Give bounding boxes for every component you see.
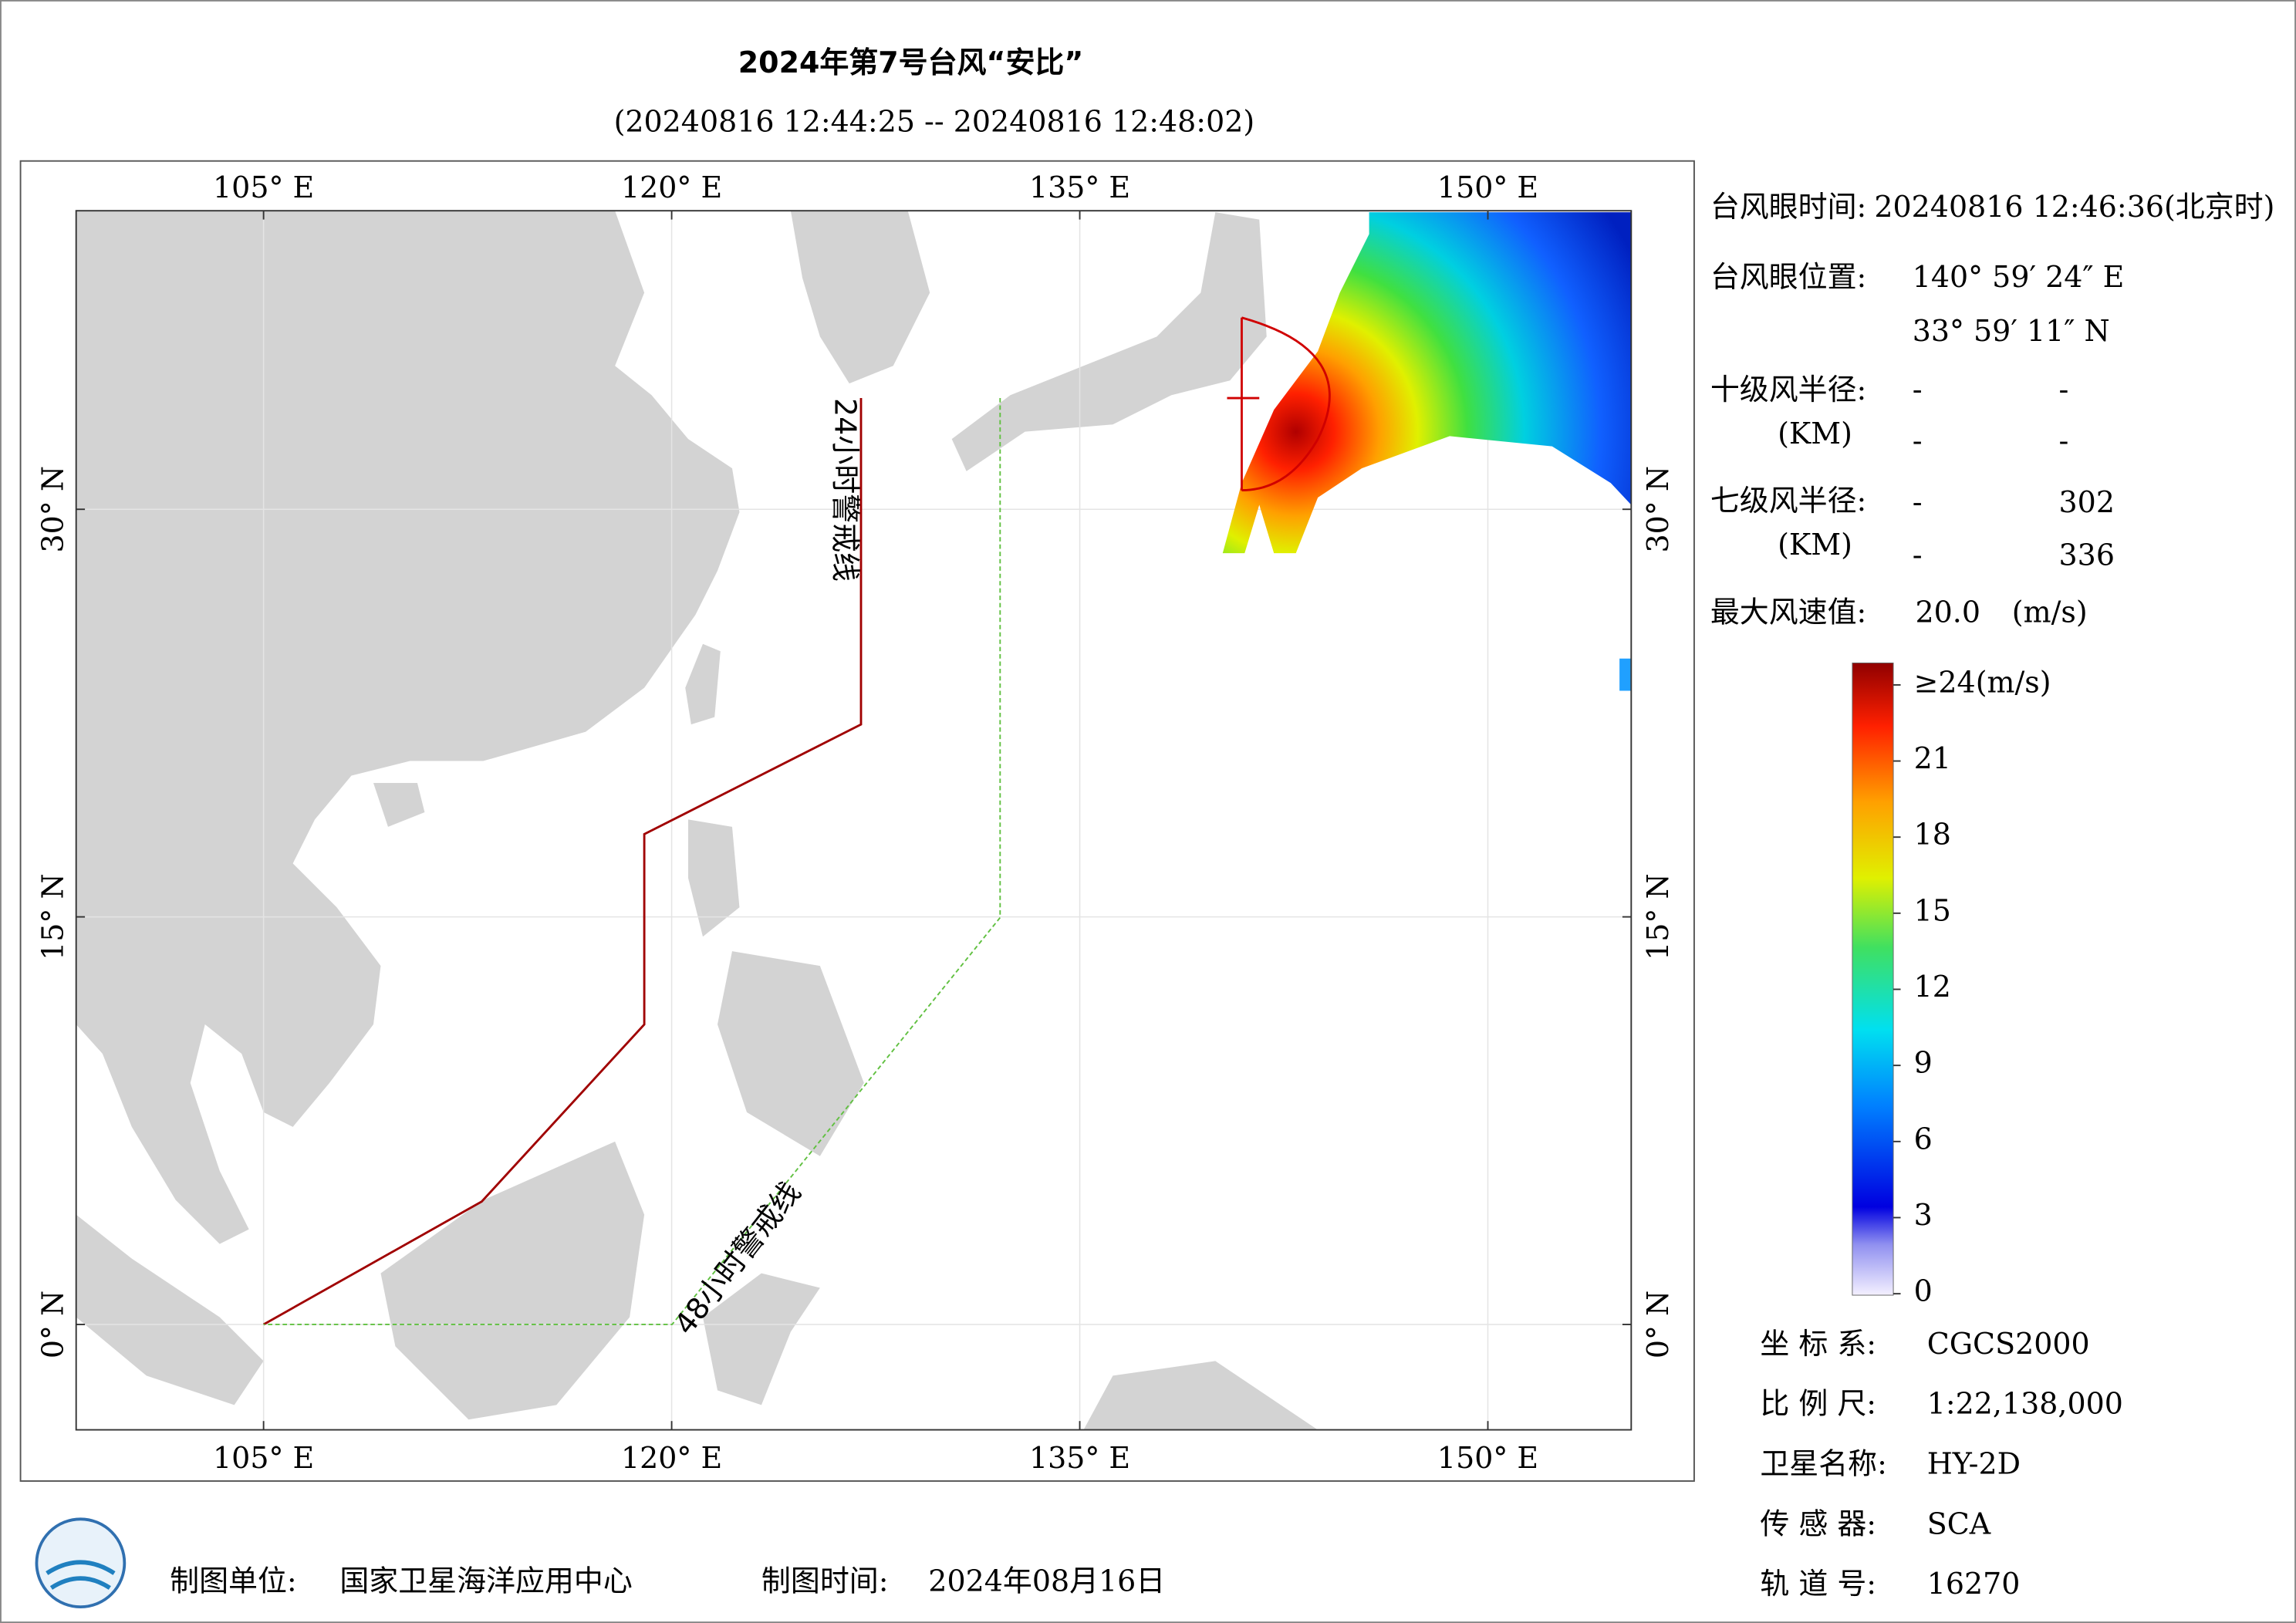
max-wind-unit: (m/s) [2012, 595, 2088, 629]
logo-waves [46, 1560, 116, 1590]
lon-tick-label: 105° E [213, 1441, 314, 1475]
lon-tick-label: 120° E [621, 170, 722, 204]
radius-7-value: 336 [2059, 538, 2115, 572]
subtitle: (20240816 12:44:25 -- 20240816 12:48:02) [614, 105, 1255, 139]
map-body: 24小时警戒线 48小时警戒线 [76, 211, 1632, 1430]
meta-label: 坐 标 系: [1760, 1327, 1876, 1361]
radius-10-unit: (KM) [1778, 417, 1852, 450]
eye-position-label: 台风眼位置: [1710, 260, 1867, 294]
meta-label: 轨 道 号: [1760, 1567, 1876, 1601]
lat-tick-label: 30° N [36, 466, 70, 552]
sumatra [76, 1214, 264, 1405]
footer-time-label: 制图时间: [761, 1564, 889, 1598]
typhoon-radius [1227, 316, 1331, 491]
colorbar-label: 0 [1914, 1274, 1933, 1308]
meta-value: HY-2D [1927, 1447, 2021, 1481]
colorbar-label: 3 [1914, 1198, 1933, 1232]
eye-time-label: 台风眼时间: [1710, 190, 1867, 224]
meta-panel: 坐 标 系: CGCS2000 比 例 尺: 1:22,138,000 卫星名称: HY-… [1760, 1327, 2123, 1601]
radius-7-unit: (KM) [1778, 528, 1852, 562]
japan [951, 212, 1267, 471]
warning-line-48h [263, 398, 1001, 1325]
land [76, 211, 1319, 1430]
footer-time: 2024年08月16日 [928, 1564, 1165, 1598]
borneo [380, 1141, 645, 1420]
meta-value: 16270 [1927, 1567, 2021, 1601]
map-frame [19, 160, 1695, 1482]
colorbar-label: 6 [1914, 1122, 1933, 1156]
meta-label: 传 感 器: [1760, 1507, 1876, 1540]
eye-time: 20240816 12:46:36(北京时) [1874, 190, 2274, 224]
wind-field-fragment [1619, 658, 1632, 691]
title: 2024年第7号台风“安比” [738, 46, 1084, 79]
taiwan [685, 643, 721, 725]
wind-field [1222, 212, 1632, 554]
logo [35, 1517, 127, 1609]
radius-10-value: - [1913, 423, 1923, 457]
lon-tick-label: 150° E [1437, 1441, 1538, 1475]
new-guinea [1083, 1361, 1319, 1430]
lon-tick-label: 135° E [1029, 1441, 1130, 1475]
meta-label: 卫星名称: [1760, 1447, 1887, 1481]
colorbar-label: 12 [1914, 970, 1951, 1004]
sulawesi [703, 1273, 820, 1405]
meta-value: 1:22,138,000 [1927, 1387, 2123, 1421]
lon-tick-label: 105° E [213, 170, 314, 204]
radius-7-value: - [1913, 485, 1923, 519]
footer-unit: 国家卫星海洋应用中心 [339, 1564, 632, 1598]
warning-label-24h: 24小时警戒线 [829, 398, 863, 582]
eye-lon: 140° 59′ 24″ E [1913, 260, 2125, 294]
hainan [373, 783, 425, 827]
radius-10-value: - [2059, 373, 2069, 407]
mainland [76, 211, 740, 1244]
lon-tick-label: 120° E [621, 1441, 722, 1475]
footer-unit-label: 制图单位: [170, 1564, 297, 1598]
lon-tick-label: 150° E [1437, 170, 1538, 204]
colorbar-label: 15 [1914, 893, 1951, 927]
radius-10-value: - [1913, 373, 1923, 407]
radius-10-label: 十级风半径: [1710, 373, 1867, 407]
lat-tick-label: 0° N [36, 1291, 70, 1358]
radius-10-value: - [2059, 423, 2069, 457]
colorbar-label: 21 [1914, 741, 1951, 775]
radius-7-label: 七级风半径: [1710, 484, 1867, 518]
colorbar-label: 9 [1914, 1046, 1933, 1080]
radius-7-value: 302 [2059, 485, 2115, 519]
max-wind-value: 20.0 [1916, 595, 1981, 629]
max-wind-label: 最大风速值: [1710, 595, 1867, 629]
lat-tick-label: 15° N [36, 873, 70, 960]
warning-line-24h [262, 398, 863, 1326]
colorbar-ticks: ≥24(m/s) 21 18 15 12 9 6 3 0 [1893, 665, 2051, 1308]
lat-tick-label: 0° N [1641, 1291, 1675, 1358]
lat-tick-label: 30° N [1641, 466, 1675, 552]
mindanao [718, 951, 864, 1156]
colorbar-label: ≥24(m/s) [1914, 665, 2051, 699]
meta-label: 比 例 尺: [1760, 1387, 1876, 1421]
meta-value: CGCS2000 [1927, 1327, 2090, 1361]
luzon [688, 819, 740, 937]
info-panel: 台风眼时间: 20240816 12:46:36(北京时) 台风眼位置: 140… [1710, 190, 2275, 629]
colorbar-label: 18 [1914, 818, 1951, 852]
map-border [75, 210, 1633, 1431]
eye-lat: 33° 59′ 11″ N [1913, 314, 2110, 348]
meta-value: SCA [1927, 1507, 1991, 1540]
korea [790, 211, 930, 384]
lat-tick-label: 15° N [1641, 873, 1675, 960]
radius-7-value: - [1913, 538, 1923, 572]
colorbar [1852, 662, 1894, 1296]
lon-tick-label: 135° E [1029, 170, 1130, 204]
